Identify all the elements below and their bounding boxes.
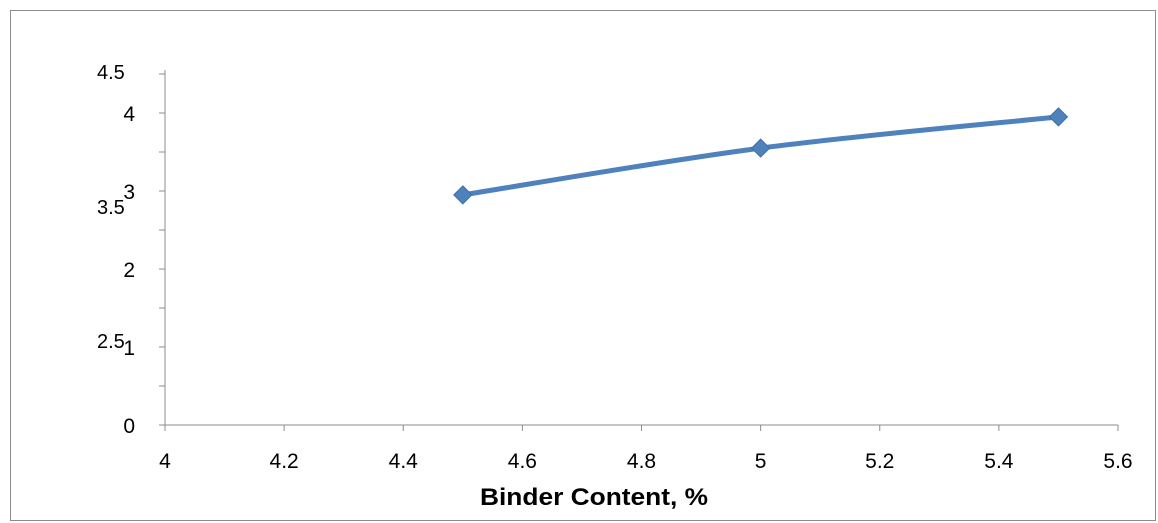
- x-tick-label: 4.6: [508, 450, 537, 473]
- x-tick-label: 4.2: [270, 450, 299, 473]
- x-tick-label: 5: [755, 450, 767, 473]
- data-point-marker: [1048, 107, 1069, 127]
- y-tick-label-overlap: 3.5: [97, 197, 125, 219]
- data-point-marker: [750, 138, 771, 158]
- data-point-marker: [453, 185, 473, 205]
- y-tick-label: 2: [123, 259, 135, 282]
- x-tick-label: 4: [159, 450, 171, 473]
- x-axis-title: Binder Content, %: [480, 484, 708, 511]
- x-tick-label: 4.8: [627, 450, 656, 473]
- y-tick-label-overlap: 4.5: [97, 62, 125, 84]
- y-tick-label-overlap: 2.5: [97, 331, 125, 353]
- y-axis: 0 1 2 3 4 2.5 3.5 4.5: [97, 62, 166, 438]
- y-tick-label: 1: [123, 337, 135, 360]
- chart-frame: [10, 10, 1156, 521]
- x-axis: 4 4.2 4.4 4.6 4.8 5 5.2 5.4 5.6: [159, 424, 1133, 473]
- x-tick-label: 5.6: [1103, 450, 1132, 473]
- y-tick-label: 0: [123, 415, 135, 438]
- x-tick-label: 5.2: [865, 450, 894, 473]
- x-tick-label: 5.4: [984, 450, 1014, 473]
- y-tick-label: 4: [123, 103, 135, 126]
- series: [453, 107, 1069, 205]
- x-tick-label: 4.4: [389, 450, 419, 473]
- y-tick-label: 3: [123, 181, 135, 204]
